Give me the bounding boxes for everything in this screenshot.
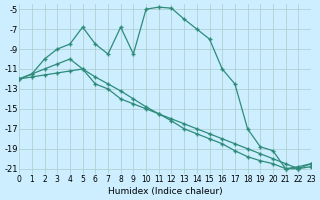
X-axis label: Humidex (Indice chaleur): Humidex (Indice chaleur): [108, 187, 222, 196]
